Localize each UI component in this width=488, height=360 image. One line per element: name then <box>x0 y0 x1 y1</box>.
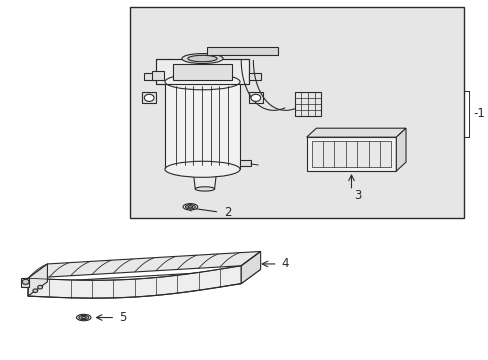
Polygon shape <box>306 128 405 137</box>
Circle shape <box>38 285 42 289</box>
Ellipse shape <box>195 187 214 191</box>
Ellipse shape <box>164 74 240 90</box>
Ellipse shape <box>187 206 192 208</box>
Polygon shape <box>28 251 260 278</box>
Polygon shape <box>306 137 395 171</box>
Polygon shape <box>240 160 250 166</box>
Bar <box>207 47 277 55</box>
Text: 4: 4 <box>281 257 288 270</box>
Polygon shape <box>311 141 391 167</box>
Polygon shape <box>28 266 241 298</box>
Bar <box>129 7 463 217</box>
Polygon shape <box>192 167 217 189</box>
Text: 2: 2 <box>224 206 231 219</box>
Polygon shape <box>248 73 260 80</box>
Polygon shape <box>395 128 405 171</box>
Text: 3: 3 <box>353 189 361 202</box>
Bar <box>20 278 29 287</box>
Polygon shape <box>144 73 156 80</box>
Text: -1: -1 <box>472 107 484 120</box>
Polygon shape <box>28 269 260 296</box>
Circle shape <box>144 94 154 102</box>
Circle shape <box>33 289 38 293</box>
Polygon shape <box>164 82 240 169</box>
Circle shape <box>22 279 29 284</box>
Bar <box>173 64 231 80</box>
Polygon shape <box>248 93 263 103</box>
Ellipse shape <box>164 161 240 177</box>
Bar <box>294 93 321 116</box>
Ellipse shape <box>79 315 88 320</box>
Polygon shape <box>156 59 248 84</box>
Polygon shape <box>28 264 47 296</box>
Text: 5: 5 <box>119 311 126 324</box>
Ellipse shape <box>185 204 195 209</box>
Polygon shape <box>241 251 260 284</box>
Polygon shape <box>142 93 156 103</box>
Ellipse shape <box>183 203 197 210</box>
Ellipse shape <box>76 314 91 321</box>
Ellipse shape <box>182 54 223 64</box>
Ellipse shape <box>187 55 217 62</box>
Ellipse shape <box>81 316 86 319</box>
Polygon shape <box>151 71 163 80</box>
Circle shape <box>250 94 260 102</box>
